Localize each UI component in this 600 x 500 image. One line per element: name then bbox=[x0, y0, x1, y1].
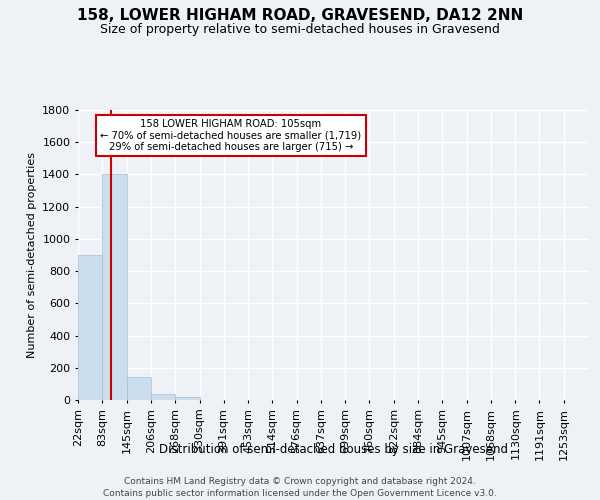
Text: Distribution of semi-detached houses by size in Gravesend: Distribution of semi-detached houses by … bbox=[158, 442, 508, 456]
Bar bbox=[102, 174, 127, 400]
Bar bbox=[78, 255, 102, 400]
Bar bbox=[175, 397, 200, 400]
Bar bbox=[127, 378, 151, 400]
Y-axis label: Number of semi-detached properties: Number of semi-detached properties bbox=[26, 152, 37, 358]
Text: 158, LOWER HIGHAM ROAD, GRAVESEND, DA12 2NN: 158, LOWER HIGHAM ROAD, GRAVESEND, DA12 … bbox=[77, 8, 523, 22]
Text: 158 LOWER HIGHAM ROAD: 105sqm
← 70% of semi-detached houses are smaller (1,719)
: 158 LOWER HIGHAM ROAD: 105sqm ← 70% of s… bbox=[100, 118, 362, 152]
Text: Contains HM Land Registry data © Crown copyright and database right 2024.: Contains HM Land Registry data © Crown c… bbox=[124, 478, 476, 486]
Text: Size of property relative to semi-detached houses in Gravesend: Size of property relative to semi-detach… bbox=[100, 22, 500, 36]
Text: Contains public sector information licensed under the Open Government Licence v3: Contains public sector information licen… bbox=[103, 489, 497, 498]
Bar bbox=[151, 394, 175, 400]
